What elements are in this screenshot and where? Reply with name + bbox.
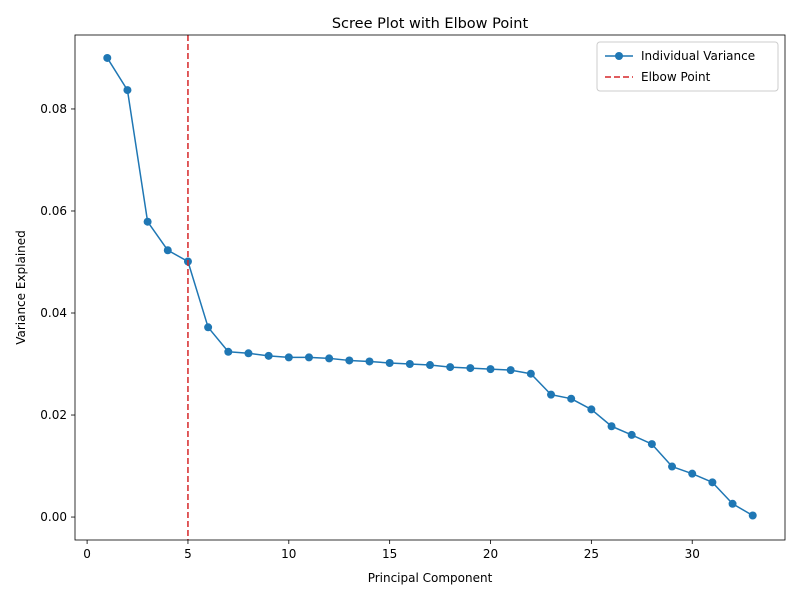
data-point	[446, 363, 455, 372]
data-point	[647, 440, 656, 449]
data-point	[728, 499, 737, 508]
x-tick-label: 15	[382, 547, 397, 561]
data-point	[224, 347, 233, 356]
data-point	[688, 469, 697, 478]
x-tick-label: 20	[483, 547, 498, 561]
x-tick-label: 25	[584, 547, 599, 561]
data-point	[163, 246, 172, 255]
data-point	[587, 405, 596, 414]
data-point	[405, 360, 414, 369]
data-point	[345, 356, 354, 365]
data-point	[123, 86, 132, 95]
data-point	[385, 358, 394, 367]
data-point	[304, 353, 313, 362]
data-point	[668, 462, 677, 471]
x-tick-label: 5	[184, 547, 192, 561]
data-point	[748, 511, 757, 520]
data-point	[264, 351, 273, 360]
series-line	[106, 57, 754, 517]
y-tick-label: 0.02	[40, 408, 67, 422]
data-point	[103, 53, 112, 62]
data-point	[547, 390, 556, 399]
x-tick-label: 10	[281, 547, 296, 561]
data-point	[627, 430, 636, 439]
data-point	[466, 364, 475, 373]
y-tick-label: 0.00	[40, 510, 67, 524]
legend-label-elbow-point: Elbow Point	[641, 70, 711, 84]
plot-area: 0 5 10 15 20 25 30 0.00 0.02 0.04 0.06 0.08	[40, 34, 786, 561]
legend: Individual Variance Elbow Point	[596, 41, 779, 92]
data-point	[486, 365, 495, 374]
data-point	[284, 353, 293, 362]
legend-box	[596, 41, 779, 92]
data-layer	[103, 35, 757, 540]
x-tick-label: 30	[685, 547, 700, 561]
y-axis-label: Variance Explained	[14, 230, 28, 345]
data-point	[506, 366, 515, 375]
chart-title: Scree Plot with Elbow Point	[332, 16, 529, 32]
y-tick-label: 0.06	[40, 204, 67, 218]
axes-frame	[74, 34, 786, 541]
data-point	[426, 361, 434, 370]
data-point	[143, 217, 152, 226]
data-point	[607, 422, 616, 431]
legend-series-marker	[615, 52, 623, 60]
legend-label-individual-variance: Individual Variance	[641, 49, 755, 63]
x-axis-label: Principal Component	[368, 571, 493, 585]
y-tick-label: 0.08	[40, 102, 67, 116]
data-point	[526, 369, 535, 378]
data-point	[567, 394, 576, 403]
data-point	[204, 323, 213, 332]
y-tick-label: 0.04	[40, 306, 67, 320]
data-point	[708, 478, 717, 487]
x-tick-label: 0	[83, 547, 91, 561]
data-point	[365, 357, 374, 366]
data-point	[244, 349, 253, 358]
data-point	[325, 354, 334, 363]
